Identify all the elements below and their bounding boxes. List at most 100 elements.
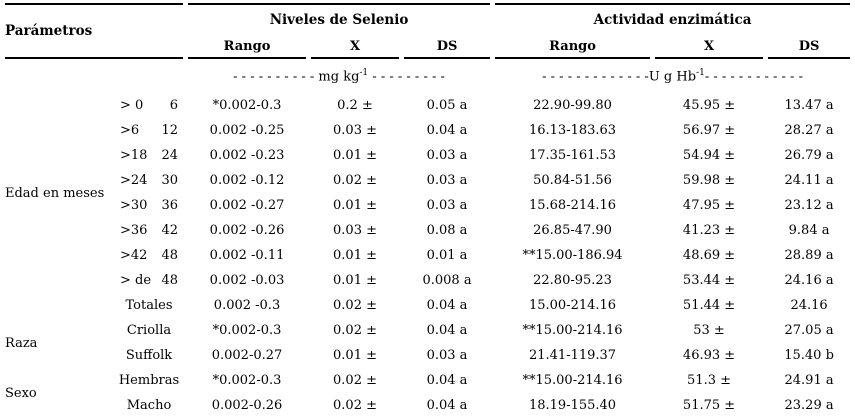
table-row: >18 24 0.002 -0.23 0.01 ± 0.03 a 17.35-161.53… [5, 143, 850, 168]
units-se-exponent: -1 [359, 67, 369, 78]
units-se-dashes-right: - - - - - - - - - [368, 69, 445, 85]
table-row: Macho 0.002-0.26 0.02 ±0.04 a 18.19-155.40 5… [5, 393, 850, 417]
table-row: > de 48 0.002 -0.03 0.01 ± 0.008 a 22.80-95.2… [5, 268, 850, 293]
table-row: >36 42 0.002 -0.26 0.03 ± 0.08 a 26.85-47.90 4… [5, 218, 850, 243]
column-header-parametros: Parámetros [5, 3, 184, 59]
cell-se-ds: 0.05 a [426, 98, 468, 113]
age-range-from: >18 [120, 148, 148, 163]
age-range-from: >30 [120, 198, 148, 213]
cell-se-rango: 0.002 -0.26 [209, 223, 285, 238]
units-act-dashes-right: - - - - - - - - - - - - [704, 69, 803, 85]
units-act-unit: U g Hb [648, 69, 697, 85]
results-table: Parámetros Niveles de Selenio Actividad … [0, 3, 855, 417]
cell-se-ds: 0.03 a [426, 198, 468, 213]
units-act-dashes-left: - - - - - - - - - - - - - [542, 69, 649, 85]
cell-se-ds: 0.04 a [426, 323, 468, 338]
table-row: Suffolk 0.002-0.27 0.01 ± 0.03 a 21.41-119.3… [5, 343, 850, 368]
cell-se-x: 0.01 ± [333, 273, 377, 288]
cell-act-x: 45.95 ± [682, 98, 736, 113]
cell-se-x: 0.2 ± [337, 98, 373, 113]
cell-act-x: 51.75 ± [655, 393, 763, 417]
column-header-act-ds: DS [768, 35, 851, 59]
cell-act-ds: 24.91 a [784, 373, 834, 388]
row-subcategory: >6 12 [115, 118, 183, 143]
cell-se-x: 0.01 ± [333, 148, 377, 163]
cell-act-ds: 27.05 a [784, 323, 834, 338]
cell-act-ds: 24.16 [790, 298, 828, 313]
cell-act-x: 51.3 ± [687, 373, 732, 388]
age-range-to: 6 [169, 98, 178, 113]
cell-act-x: 47.95 ± [682, 198, 736, 213]
cell-se-x: 0.03 ± [333, 123, 377, 138]
table-row: Edad en meses > 0 6 *0.002-0.3 0.2 ± 0.05 a 22… [5, 93, 850, 201]
cell-se-x: 0.01 ± [333, 348, 377, 363]
cell-se-x: 0.01 ± [333, 248, 377, 263]
cell-se-x: 0.02 ± [333, 373, 377, 388]
cell-se-rango: 0.002 -0.25 [209, 123, 285, 138]
row-subcategory: Totales [125, 298, 173, 313]
cell-act-rango: 26.85-47.90 [533, 223, 612, 238]
cell-act-x: 48.69 ± [682, 248, 736, 263]
age-range: >24 30 [120, 173, 178, 188]
table-row: Sexo Hembras *0.002-0.3 0.02 ±0.04 a **15.00… [5, 368, 850, 401]
table-body: Edad en meses > 0 6 *0.002-0.3 0.2 ± 0.05 a 22… [5, 93, 850, 417]
cell-act-rango: 50.84-51.56 [533, 173, 612, 188]
row-subcategory: Criolla [126, 323, 172, 338]
header-row-subcolumns: Rango X DS Rango X DS [5, 35, 851, 59]
cell-act-x: 54.94 ± [682, 148, 736, 163]
cell-se-ds: 0.04 a [404, 393, 490, 417]
table-row: >42 48 0.002 -0.11 0.01 ± 0.01 a **15.00-186.… [5, 243, 850, 268]
cell-act-x: 56.97 ± [682, 123, 736, 138]
age-range-from: >36 [120, 223, 148, 238]
cell-act-rango: **15.00-214.16 [522, 323, 623, 338]
age-range-from: >42 [120, 248, 148, 263]
cell-se-x: 0.01 ± [333, 198, 377, 213]
cell-se-rango: 0.002 -0.23 [209, 148, 285, 163]
column-group-actividad-enzimatica: Actividad enzimática [495, 3, 851, 35]
cell-se-rango: 0.002 -0.27 [209, 198, 285, 213]
row-subcategory: >42 48 [115, 243, 183, 268]
cell-se-ds: 0.03 a [426, 173, 468, 188]
cell-se-x: 0.02 ± [333, 323, 377, 338]
cell-se-rango: 0.002 -0.11 [209, 248, 285, 263]
age-range-to: 36 [161, 198, 178, 213]
cell-se-rango: 0.002 -0.3 [213, 298, 281, 313]
row-subcategory: >18 24 [115, 143, 183, 168]
age-range-to: 42 [161, 223, 178, 238]
cell-act-rango: 17.35-161.53 [528, 148, 617, 163]
row-subcategory: Macho [115, 393, 183, 417]
cell-act-x: 51.44 ± [682, 298, 736, 313]
row-subcategory: Hembras [118, 373, 180, 388]
cell-se-x: 0.02 ± [333, 298, 377, 313]
units-row: - - - - - - - - - - mg kg-1 - - - - - - … [5, 59, 850, 93]
row-group-label: Edad en meses [5, 185, 105, 201]
cell-act-ds: 15.40 b [784, 348, 834, 363]
table-row: >6 12 0.002 -0.25 0.03 ± 0.04 a 16.13-183.63 5… [5, 118, 850, 143]
row-subcategory: >30 36 [115, 193, 183, 218]
column-group-niveles-selenio: Niveles de Selenio [188, 3, 491, 35]
cell-se-rango: 0.002 -0.03 [209, 273, 285, 288]
cell-se-ds: 0.03 a [426, 348, 468, 363]
cell-se-x: 0.02 ± [333, 173, 377, 188]
age-range-to: 12 [161, 123, 178, 138]
cell-act-x: 53 ± [693, 323, 725, 338]
cell-act-ds: 23.29 a [768, 393, 850, 417]
age-range-from: > 0 [120, 98, 144, 113]
cell-se-rango: 0.002 -0.12 [209, 173, 285, 188]
cell-se-ds: 0.08 a [426, 223, 468, 238]
cell-se-ds: 0.04 a [426, 373, 468, 388]
column-header-se-x: X [311, 35, 400, 59]
cell-act-ds: 28.27 a [784, 123, 834, 138]
cell-act-ds: 24.11 a [784, 173, 834, 188]
row-group-label [5, 293, 110, 318]
cell-act-x: 46.93 ± [682, 348, 736, 363]
cell-act-ds: 26.79 a [784, 148, 834, 163]
cell-act-rango: 22.80-95.23 [533, 273, 612, 288]
column-header-act-x: X [655, 35, 764, 59]
cell-se-ds: 0.01 a [426, 248, 468, 263]
row-subcategory: > 0 6 [115, 93, 183, 118]
column-header-se-rango: Rango [188, 35, 307, 59]
cell-act-rango: 18.19-155.40 [495, 393, 650, 417]
age-range: >6 12 [120, 123, 178, 138]
cell-act-rango: 16.13-183.63 [528, 123, 617, 138]
